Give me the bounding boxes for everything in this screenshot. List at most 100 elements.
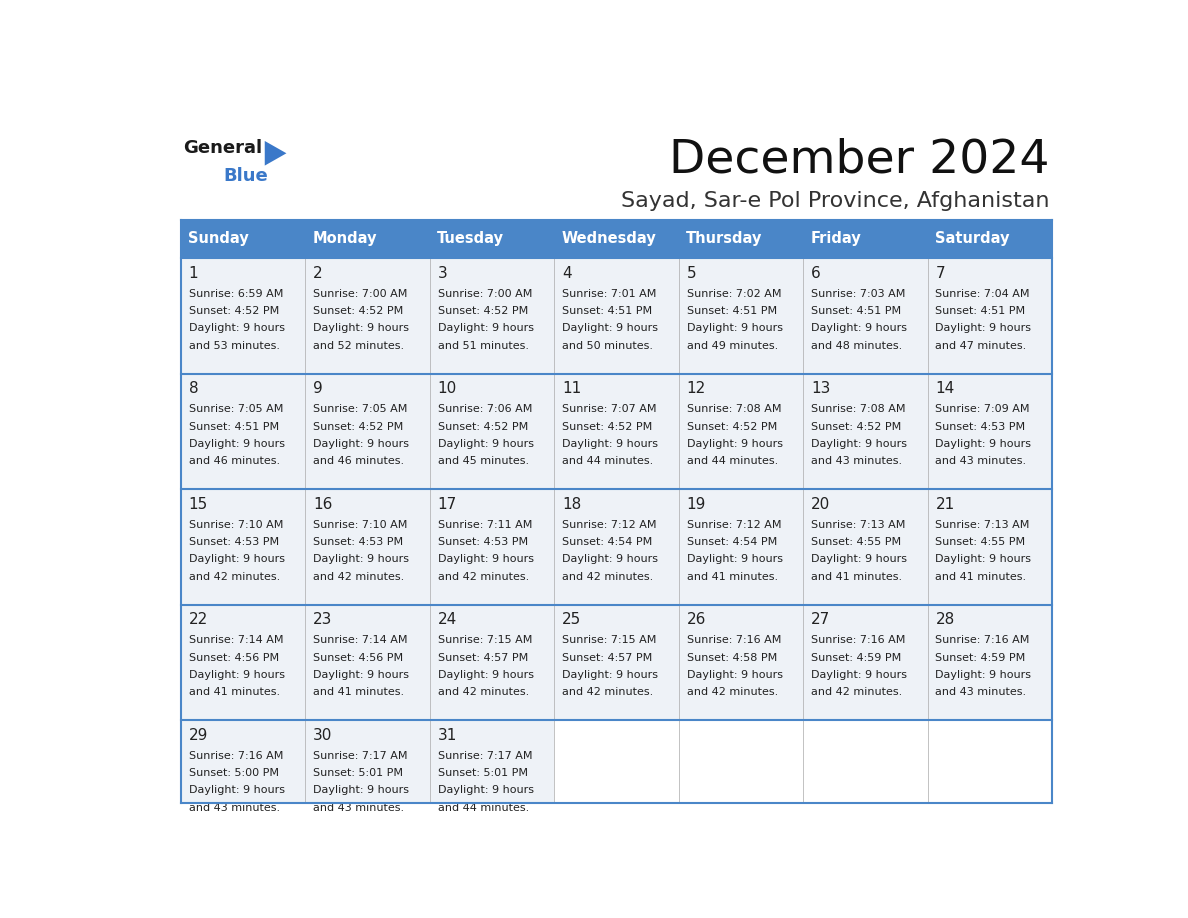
- FancyBboxPatch shape: [803, 258, 928, 374]
- Text: Sunrise: 7:17 AM: Sunrise: 7:17 AM: [314, 751, 407, 761]
- Text: and 42 minutes.: and 42 minutes.: [811, 688, 902, 698]
- Text: 30: 30: [314, 728, 333, 743]
- Text: Sunrise: 7:15 AM: Sunrise: 7:15 AM: [562, 635, 657, 645]
- Text: Sunrise: 7:10 AM: Sunrise: 7:10 AM: [189, 520, 283, 530]
- Text: Sunset: 5:01 PM: Sunset: 5:01 PM: [314, 768, 403, 778]
- Text: Sunset: 4:52 PM: Sunset: 4:52 PM: [811, 421, 902, 431]
- Text: 2: 2: [314, 265, 323, 281]
- Text: and 47 minutes.: and 47 minutes.: [935, 341, 1026, 351]
- Text: 3: 3: [437, 265, 448, 281]
- Text: Daylight: 9 hours: Daylight: 9 hours: [314, 554, 409, 565]
- Text: and 42 minutes.: and 42 minutes.: [314, 572, 404, 582]
- FancyBboxPatch shape: [181, 489, 305, 604]
- Text: Sunrise: 7:14 AM: Sunrise: 7:14 AM: [189, 635, 283, 645]
- Text: Sunday: Sunday: [188, 231, 248, 246]
- Text: 14: 14: [935, 381, 955, 397]
- Text: and 43 minutes.: and 43 minutes.: [935, 456, 1026, 466]
- Text: Sunrise: 7:16 AM: Sunrise: 7:16 AM: [189, 751, 283, 761]
- Text: Sunrise: 7:15 AM: Sunrise: 7:15 AM: [437, 635, 532, 645]
- Text: General: General: [183, 140, 263, 157]
- FancyBboxPatch shape: [555, 374, 678, 489]
- Text: 11: 11: [562, 381, 581, 397]
- Text: Sunset: 4:52 PM: Sunset: 4:52 PM: [314, 421, 404, 431]
- Text: Sunset: 4:52 PM: Sunset: 4:52 PM: [189, 306, 279, 316]
- Text: Sunrise: 6:59 AM: Sunrise: 6:59 AM: [189, 289, 283, 298]
- Text: 6: 6: [811, 265, 821, 281]
- Text: Daylight: 9 hours: Daylight: 9 hours: [189, 786, 285, 796]
- Text: Daylight: 9 hours: Daylight: 9 hours: [189, 439, 285, 449]
- Polygon shape: [265, 141, 286, 165]
- Text: Sunrise: 7:12 AM: Sunrise: 7:12 AM: [687, 520, 781, 530]
- Text: Wednesday: Wednesday: [562, 231, 656, 246]
- Text: Daylight: 9 hours: Daylight: 9 hours: [437, 670, 533, 680]
- FancyBboxPatch shape: [305, 720, 430, 803]
- Text: Sunrise: 7:13 AM: Sunrise: 7:13 AM: [811, 520, 905, 530]
- Text: 18: 18: [562, 497, 581, 511]
- Text: Sunset: 4:52 PM: Sunset: 4:52 PM: [437, 306, 527, 316]
- Text: Sunrise: 7:03 AM: Sunrise: 7:03 AM: [811, 289, 905, 298]
- Text: and 42 minutes.: and 42 minutes.: [562, 688, 653, 698]
- FancyBboxPatch shape: [430, 604, 555, 720]
- FancyBboxPatch shape: [678, 720, 803, 803]
- Text: Daylight: 9 hours: Daylight: 9 hours: [189, 554, 285, 565]
- Text: Daylight: 9 hours: Daylight: 9 hours: [811, 554, 906, 565]
- Text: 7: 7: [935, 265, 946, 281]
- Text: Daylight: 9 hours: Daylight: 9 hours: [811, 323, 906, 333]
- Text: Daylight: 9 hours: Daylight: 9 hours: [562, 554, 658, 565]
- Text: Friday: Friday: [810, 231, 861, 246]
- Text: and 44 minutes.: and 44 minutes.: [562, 456, 653, 466]
- Text: Sunset: 4:55 PM: Sunset: 4:55 PM: [935, 537, 1025, 547]
- Text: Daylight: 9 hours: Daylight: 9 hours: [935, 323, 1031, 333]
- Text: Sunrise: 7:00 AM: Sunrise: 7:00 AM: [437, 289, 532, 298]
- Text: and 46 minutes.: and 46 minutes.: [314, 456, 404, 466]
- Text: Sunrise: 7:12 AM: Sunrise: 7:12 AM: [562, 520, 657, 530]
- Text: 13: 13: [811, 381, 830, 397]
- Text: 26: 26: [687, 612, 706, 627]
- Text: Sunset: 4:59 PM: Sunset: 4:59 PM: [811, 653, 902, 663]
- FancyBboxPatch shape: [928, 604, 1053, 720]
- Text: Sunrise: 7:11 AM: Sunrise: 7:11 AM: [437, 520, 532, 530]
- FancyBboxPatch shape: [305, 604, 430, 720]
- Text: Sunrise: 7:09 AM: Sunrise: 7:09 AM: [935, 404, 1030, 414]
- Text: Daylight: 9 hours: Daylight: 9 hours: [935, 670, 1031, 680]
- Text: Daylight: 9 hours: Daylight: 9 hours: [562, 439, 658, 449]
- Text: Sunset: 4:51 PM: Sunset: 4:51 PM: [935, 306, 1025, 316]
- Text: Sunrise: 7:16 AM: Sunrise: 7:16 AM: [935, 635, 1030, 645]
- Text: Sunset: 4:59 PM: Sunset: 4:59 PM: [935, 653, 1025, 663]
- Text: and 41 minutes.: and 41 minutes.: [314, 688, 404, 698]
- Text: Daylight: 9 hours: Daylight: 9 hours: [687, 323, 783, 333]
- Text: 16: 16: [314, 497, 333, 511]
- Text: Sunrise: 7:13 AM: Sunrise: 7:13 AM: [935, 520, 1030, 530]
- Text: Sunset: 5:01 PM: Sunset: 5:01 PM: [437, 768, 527, 778]
- Text: Daylight: 9 hours: Daylight: 9 hours: [687, 554, 783, 565]
- Text: Daylight: 9 hours: Daylight: 9 hours: [811, 439, 906, 449]
- Text: and 48 minutes.: and 48 minutes.: [811, 341, 902, 351]
- Text: 17: 17: [437, 497, 457, 511]
- Text: 29: 29: [189, 728, 208, 743]
- Text: and 50 minutes.: and 50 minutes.: [562, 341, 653, 351]
- Text: and 44 minutes.: and 44 minutes.: [437, 802, 529, 812]
- FancyBboxPatch shape: [305, 258, 430, 374]
- FancyBboxPatch shape: [305, 374, 430, 489]
- FancyBboxPatch shape: [555, 489, 678, 604]
- Text: Daylight: 9 hours: Daylight: 9 hours: [314, 786, 409, 796]
- Text: Sunrise: 7:17 AM: Sunrise: 7:17 AM: [437, 751, 532, 761]
- FancyBboxPatch shape: [305, 489, 430, 604]
- Text: Blue: Blue: [223, 167, 268, 185]
- Text: Sunrise: 7:16 AM: Sunrise: 7:16 AM: [687, 635, 781, 645]
- Text: Sunset: 4:53 PM: Sunset: 4:53 PM: [935, 421, 1025, 431]
- Text: 23: 23: [314, 612, 333, 627]
- Text: Sunrise: 7:10 AM: Sunrise: 7:10 AM: [314, 520, 407, 530]
- Text: Sunrise: 7:04 AM: Sunrise: 7:04 AM: [935, 289, 1030, 298]
- Text: 12: 12: [687, 381, 706, 397]
- Text: Sunrise: 7:01 AM: Sunrise: 7:01 AM: [562, 289, 657, 298]
- Text: and 51 minutes.: and 51 minutes.: [437, 341, 529, 351]
- Text: Sunset: 4:56 PM: Sunset: 4:56 PM: [189, 653, 279, 663]
- Text: 27: 27: [811, 612, 830, 627]
- Text: 1: 1: [189, 265, 198, 281]
- FancyBboxPatch shape: [678, 374, 803, 489]
- Text: and 43 minutes.: and 43 minutes.: [314, 802, 404, 812]
- Text: Daylight: 9 hours: Daylight: 9 hours: [562, 323, 658, 333]
- Text: Sunset: 4:57 PM: Sunset: 4:57 PM: [562, 653, 652, 663]
- Text: 25: 25: [562, 612, 581, 627]
